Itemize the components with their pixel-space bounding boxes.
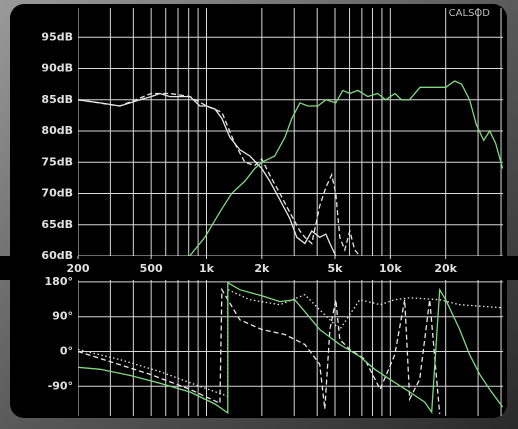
y-tick-label: 65dB — [41, 218, 73, 231]
x-tick-label: 200 — [67, 262, 90, 275]
x-tick-label: 500 — [140, 262, 163, 275]
y-tick-label: 180° — [45, 275, 73, 288]
x-tick-label: 20k — [434, 262, 457, 275]
y-tick-label: 85dB — [41, 93, 73, 106]
y-tick-label: 90° — [52, 310, 73, 323]
y-tick-label: 75dB — [41, 155, 73, 168]
series-line — [78, 288, 503, 398]
y-tick-label: 70dB — [41, 187, 73, 200]
y-tick-label: 0° — [60, 344, 73, 357]
y-tick-label: -90° — [48, 379, 73, 392]
y-tick-label: 60dB — [41, 249, 73, 262]
series-line — [78, 281, 503, 415]
plot — [78, 280, 503, 416]
x-tick-label: 5k — [328, 262, 344, 275]
y-tick-label: 80dB — [41, 124, 73, 137]
series-line — [78, 92, 361, 256]
series-line — [78, 287, 441, 415]
x-tick-label: 2k — [254, 262, 270, 275]
panel — [10, 4, 507, 418]
x-tick-label: 10k — [379, 262, 402, 275]
series-line — [189, 80, 503, 256]
y-tick-label: 95dB — [41, 30, 73, 43]
x-tick-label: 1k — [199, 262, 215, 275]
watermark: CALSOD — [449, 8, 491, 19]
series-line — [78, 92, 337, 256]
axis-band — [0, 256, 518, 280]
y-tick-label: 90dB — [41, 62, 73, 75]
plot — [78, 8, 503, 256]
